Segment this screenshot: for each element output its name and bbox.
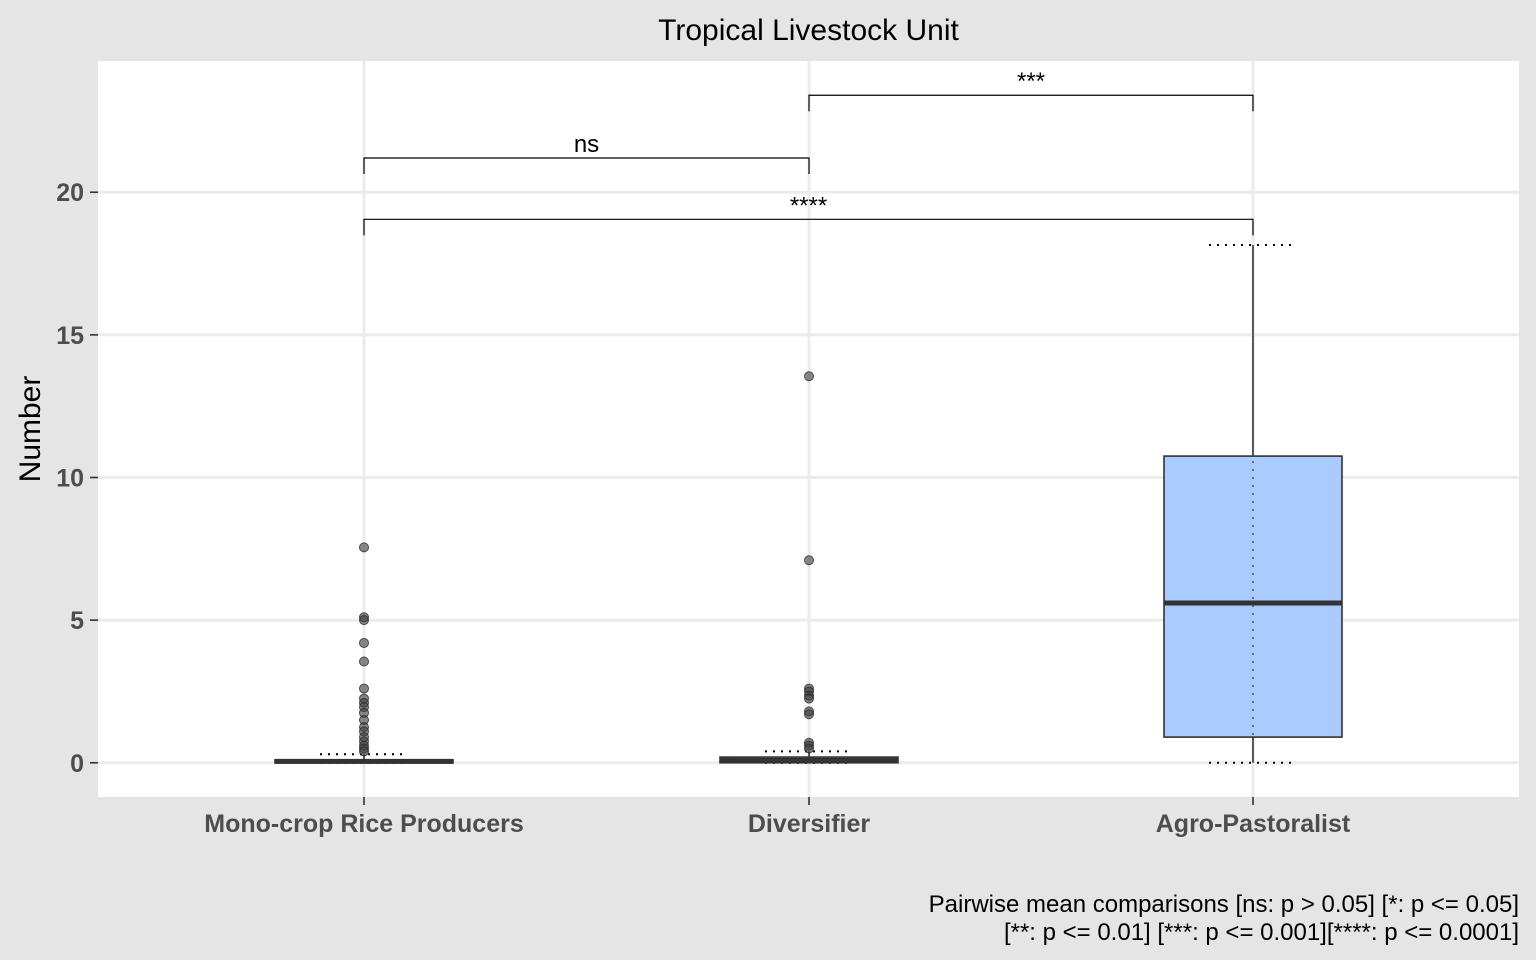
x-tick-label: Diversifier <box>748 810 871 838</box>
y-tick-label: 10 <box>56 464 84 492</box>
y-tick-label: 5 <box>70 607 84 635</box>
box-group <box>719 371 899 764</box>
x-tick-label: Agro-Pastoralist <box>1156 810 1351 838</box>
outlier-point <box>804 371 814 382</box>
significance-layer: ns******* <box>363 68 1254 236</box>
bracket-line <box>363 157 810 174</box>
y-tick-label: 15 <box>56 322 84 350</box>
chart-title: Tropical Livestock Unit <box>658 14 959 47</box>
comparison-bracket: *** <box>808 68 1254 112</box>
significance-label: **** <box>790 192 827 219</box>
y-tick-label: 0 <box>70 750 84 778</box>
bracket-line <box>363 218 1254 236</box>
box-group <box>1163 244 1343 764</box>
box-layer <box>274 244 1343 764</box>
y-axis-label: Number <box>14 376 47 483</box>
outlier-point <box>804 555 814 566</box>
x-tick-label: Mono-crop Rice Producers <box>204 810 524 838</box>
outlier-point <box>359 637 369 648</box>
comparison-bracket: ns <box>363 131 810 174</box>
outlier-point <box>359 746 369 757</box>
outlier-point <box>359 683 369 694</box>
significance-label: ns <box>574 131 599 158</box>
significance-label: *** <box>1017 68 1045 95</box>
comparison-bracket: **** <box>363 192 1254 236</box>
box-group <box>274 542 454 764</box>
axis-layer: 0 5 10 15 20 Mono-crop Rice Producers Diversif… <box>56 179 1351 838</box>
caption-line-1: Pairwise mean comparisons [ns: p > 0.05]… <box>929 891 1519 918</box>
outlier-point <box>804 709 814 720</box>
caption-line-2: [**: p <= 0.01] [***: p <= 0.001][****: … <box>1004 919 1519 946</box>
outlier-point <box>359 542 369 553</box>
bracket-line <box>808 94 1254 112</box>
outlier-point <box>804 743 814 754</box>
outlier-point <box>804 693 814 704</box>
y-tick-label: 20 <box>56 179 84 207</box>
outlier-point <box>359 656 369 667</box>
outlier-point <box>359 615 369 626</box>
